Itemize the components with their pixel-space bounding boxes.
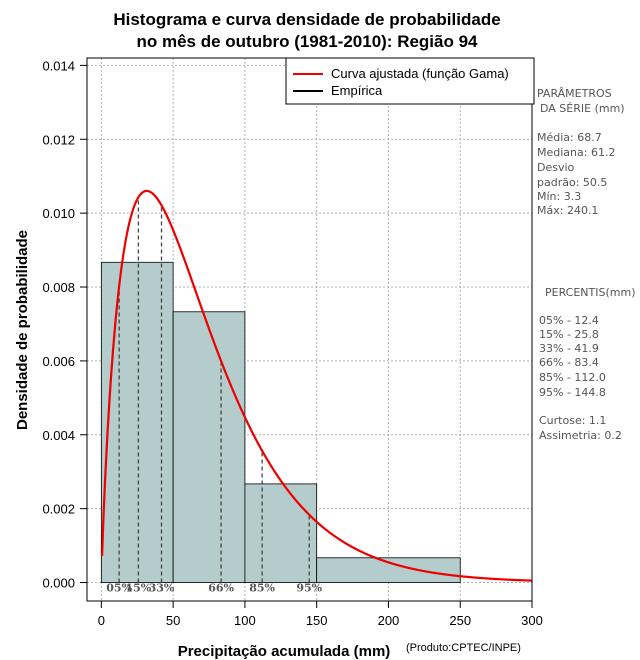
percentile-mark-label-95: 95% bbox=[296, 582, 322, 595]
percentiles-title: PERCENTIS(mm) bbox=[545, 286, 636, 299]
stat-sd-line-2: padrão: 50.5 bbox=[537, 176, 607, 189]
percentile-mark-label-05: 05% bbox=[106, 582, 132, 595]
chart-title-line-2: no mês de outubro (1981-2010): Região 94 bbox=[136, 32, 478, 51]
x-tick-label: 50 bbox=[166, 613, 180, 628]
x-tick-label: 100 bbox=[234, 613, 256, 628]
y-tick-label: 0.010 bbox=[42, 206, 75, 221]
x-axis-label: Precipitação acumulada (mm) bbox=[178, 643, 391, 660]
legend-label-empirical: Empírica bbox=[331, 83, 383, 98]
legend-box bbox=[285, 57, 535, 105]
percentile-95: 95% - 144.8 bbox=[539, 386, 606, 399]
stat-sd-line-1: Desvio bbox=[537, 161, 575, 174]
x-tick-label: 0 bbox=[98, 613, 105, 628]
stat-kurtosis: Curtose: 1.1 bbox=[539, 414, 606, 427]
percentile-66: 66% - 83.4 bbox=[539, 356, 599, 369]
y-tick-label: 0.006 bbox=[42, 354, 75, 369]
percentile-lines bbox=[118, 197, 310, 583]
y-axis: 0.000 0.002 0.004 0.006 0.008 0.010 0.012 0.014 bbox=[42, 58, 87, 591]
x-tick-label: 250 bbox=[449, 613, 471, 628]
stat-max: Máx: 240.1 bbox=[537, 204, 598, 217]
percentile-85: 85% - 112.0 bbox=[539, 371, 606, 384]
stat-mean: Média: 68.7 bbox=[537, 131, 602, 144]
params-title-line-1: PARÂMETROS bbox=[537, 87, 612, 100]
y-tick-label: 0.012 bbox=[42, 132, 75, 147]
y-tick-label: 0.004 bbox=[42, 428, 75, 443]
y-axis-label: Densidade de probabilidade bbox=[14, 230, 31, 430]
x-axis: 0 50 100 150 200 250 300 bbox=[98, 601, 543, 628]
stat-median: Mediana: 61.2 bbox=[537, 146, 615, 159]
legend: Curva ajustada (função Gama) Empírica bbox=[285, 57, 535, 105]
x-tick-label: 300 bbox=[521, 613, 543, 628]
stat-min: Mín: 3.3 bbox=[537, 190, 581, 203]
histogram-bar bbox=[244, 483, 318, 583]
percentile-mark-label-33: 33% bbox=[149, 582, 175, 595]
gamma-fitted-curve bbox=[100, 189, 533, 582]
percentile-mark-label-66: 66% bbox=[208, 582, 234, 595]
percentile-15: 15% - 25.8 bbox=[539, 328, 599, 341]
histogram-bar bbox=[172, 311, 246, 583]
x-tick-label: 200 bbox=[378, 613, 400, 628]
params-title-line-2: DA SÉRIE (mm) bbox=[540, 102, 625, 115]
percentile-labels: 05%15%33% 66% 85% 95% bbox=[106, 582, 322, 595]
percentile-mark-label-85: 85% bbox=[249, 582, 275, 595]
y-tick-label: 0.000 bbox=[42, 576, 75, 591]
y-tick-label: 0.008 bbox=[42, 280, 75, 295]
histogram-bars bbox=[100, 261, 461, 583]
histogram-bar bbox=[100, 261, 174, 583]
product-credit: (Produto:CPTEC/INPE) bbox=[406, 642, 521, 654]
legend-label-fitted-curve: Curva ajustada (função Gama) bbox=[331, 66, 509, 81]
gamma-curve-group bbox=[100, 189, 533, 582]
y-tick-label: 0.014 bbox=[42, 58, 75, 73]
chart-title-line-1: Histograma e curva densidade de probabil… bbox=[113, 10, 500, 29]
percentile-05: 05% - 12.4 bbox=[539, 314, 599, 327]
stat-skewness: Assimetria: 0.2 bbox=[539, 429, 622, 442]
percentile-33: 33% - 41.9 bbox=[539, 342, 599, 355]
x-tick-label: 150 bbox=[306, 613, 328, 628]
y-tick-label: 0.002 bbox=[42, 502, 75, 517]
side-panel-statistics: PARÂMETROS DA SÉRIE (mm) Média: 68.7 Med… bbox=[537, 87, 636, 442]
percentile-mark-label-15: 15% bbox=[126, 582, 152, 595]
